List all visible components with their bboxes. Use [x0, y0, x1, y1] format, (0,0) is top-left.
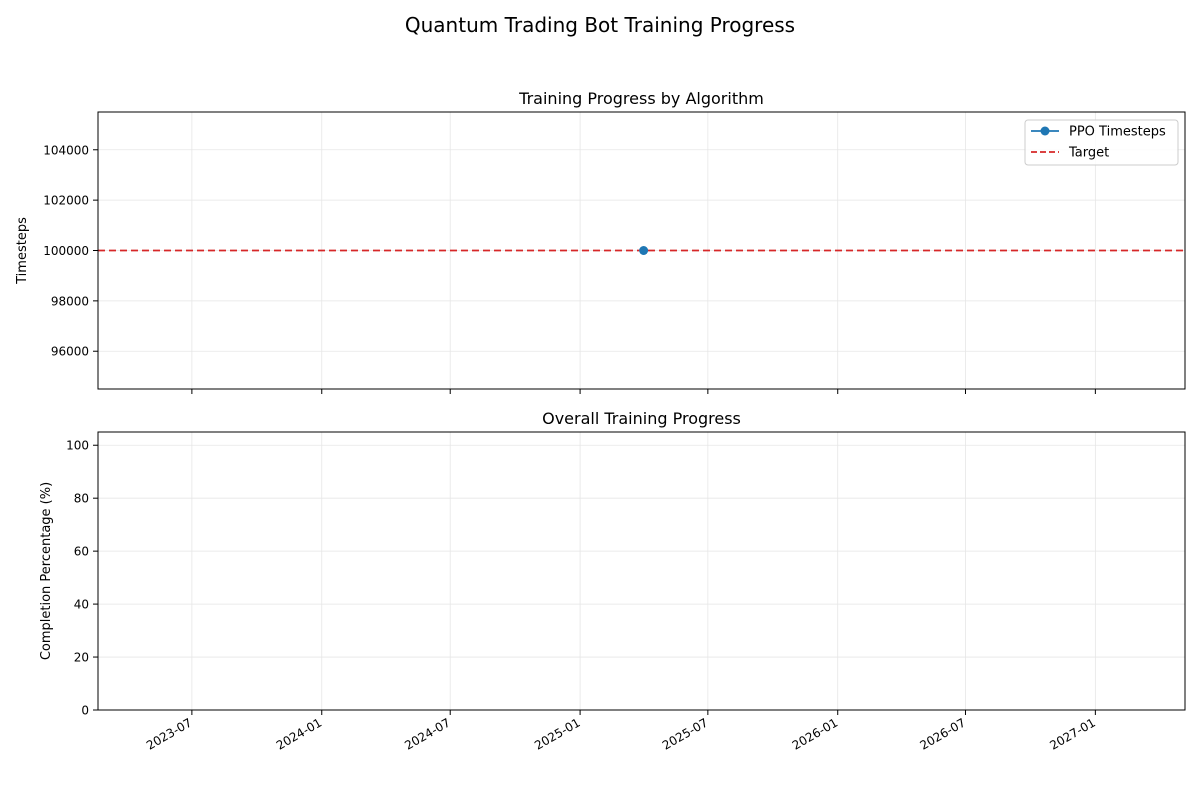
- x-axis-ticks: [191, 389, 1096, 394]
- grid-lines: [98, 432, 1185, 711]
- x-tick-label: 2026-07: [918, 715, 968, 752]
- y-tick-label: 40: [74, 598, 89, 612]
- y-tick-label: 98000: [51, 294, 89, 308]
- x-tick-label: 2023-07: [144, 715, 194, 752]
- plot-frame: [97, 431, 1186, 711]
- legend: PPO Timesteps Target: [1024, 119, 1179, 166]
- y-axis-label: Timesteps: [15, 217, 30, 285]
- y-tick-label: 100000: [43, 244, 89, 258]
- chart-overall-training-progress: 2023-07 2024-01 2024-07 2025-01 2025-07 2026-…: [39, 409, 1186, 753]
- data-point-ppo-timesteps: [639, 246, 649, 255]
- y-axis-ticks: 96000 98000 100000 102000 104000: [43, 143, 98, 359]
- x-tick-label: 2027-01: [1047, 715, 1097, 752]
- chart-training-progress-by-algorithm: 96000 98000 100000 102000 104000 Training Pr…: [15, 89, 1186, 394]
- x-tick-label: 2025-01: [532, 715, 582, 752]
- y-tick-label: 0: [81, 704, 89, 718]
- x-tick-label: 2024-01: [274, 715, 324, 752]
- y-axis-ticks: 0 20 40 60 80 100: [66, 439, 98, 718]
- y-axis-label: Completion Percentage (%): [39, 482, 54, 660]
- x-tick-label: 2025-07: [660, 715, 710, 752]
- x-axis-ticks: 2023-07 2024-01 2024-07 2025-01 2025-07 2026-…: [144, 710, 1098, 753]
- chart-title: Training Progress by Algorithm: [518, 89, 764, 108]
- y-tick-label: 104000: [43, 143, 89, 157]
- legend-entry-target: Target: [1068, 146, 1109, 161]
- y-tick-label: 100: [66, 439, 89, 453]
- series-layer: [98, 246, 1185, 255]
- x-tick-label: 2026-01: [790, 715, 840, 752]
- y-tick-label: 80: [74, 492, 89, 506]
- legend-box: [1024, 119, 1179, 166]
- y-tick-label: 20: [74, 651, 89, 665]
- legend-ppo-marker-swatch: [1040, 126, 1050, 136]
- y-tick-label: 96000: [51, 345, 89, 359]
- chart-title: Overall Training Progress: [542, 409, 741, 428]
- y-tick-label: 102000: [43, 194, 89, 208]
- figure-title: Quantum Trading Bot Training Progress: [405, 13, 795, 37]
- legend-entry-ppo-timesteps: PPO Timesteps: [1069, 125, 1166, 140]
- x-tick-label: 2024-07: [402, 715, 452, 752]
- y-tick-label: 60: [74, 545, 89, 559]
